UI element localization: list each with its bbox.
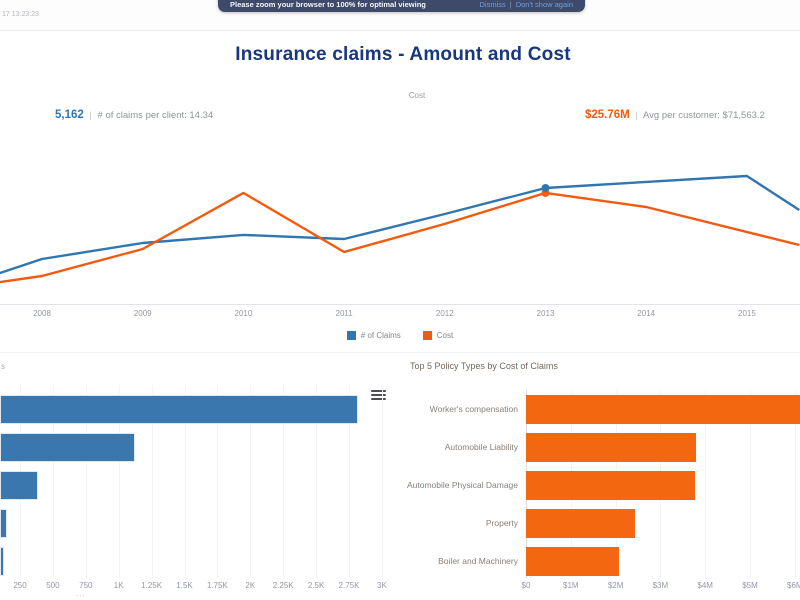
left-chart-title-fragment: s [1, 362, 5, 371]
bar-row-4[interactable] [0, 547, 4, 576]
gridline [184, 385, 186, 578]
gridline [316, 385, 318, 578]
page-title: Insurance claims - Amount and Cost [235, 44, 571, 65]
bar-row-0[interactable] [0, 395, 359, 424]
bar-boiler-and-machinery[interactable] [526, 547, 619, 576]
chart-menu-icon[interactable] [371, 390, 386, 401]
x-axis-line [0, 304, 800, 305]
section-divider [0, 352, 800, 353]
bar-axis-tick-label: 1K [113, 581, 124, 590]
kpi-claims-label: # of claims per client: 14.34 [97, 110, 214, 121]
x-axis-tick-label: 2012 [435, 309, 454, 318]
x-axis-tick-label: 2013 [536, 309, 555, 318]
kpi-separator: | [89, 110, 92, 121]
bar-row-3[interactable] [0, 509, 7, 538]
legend-swatch [422, 331, 432, 340]
bar-property[interactable] [526, 509, 635, 538]
legend-item-cost[interactable]: Cost [422, 331, 454, 340]
bar-row-1[interactable] [0, 433, 136, 462]
top-bar: 17 13:23:23 Please zoom your browser to … [0, 0, 800, 31]
bar-axis-tick-label: 2.75K [338, 581, 360, 590]
legend-swatch [346, 331, 356, 340]
series-line--of-claims [0, 174, 800, 275]
bar-axis-tick-label: $2M [607, 581, 624, 590]
policy-cost-bar-chart: Top 5 Policy Types by Cost of Claims $0 $… [400, 355, 800, 600]
gridline [118, 385, 120, 578]
bar-axis-tick-label: 1.5K [176, 581, 193, 590]
axis-title-ellipsis: ... [76, 589, 86, 598]
dont-show-again-link[interactable]: Don't show again [515, 0, 573, 9]
banner-message: Please zoom your browser to 100% for opt… [230, 0, 426, 9]
bar-automobile-physical-damage[interactable] [526, 471, 695, 500]
x-axis-tick-label: 2008 [33, 309, 51, 318]
bar-axis-tick-label: 500 [46, 581, 60, 590]
category-label: Property [485, 518, 518, 528]
bar-axis-tick-label: 750 [79, 581, 93, 590]
gridline [794, 390, 796, 578]
legend-label: # of Claims [360, 331, 401, 340]
category-label: Boiler and Machinery [438, 556, 518, 566]
bar-axis-tick-label: $4M [697, 581, 713, 590]
kpi-cost-value: $25.76M [585, 109, 630, 121]
category-label: Worker's compensation [429, 404, 518, 414]
bar-axis-tick-label: $1M [563, 581, 579, 590]
bar-axis-tick-label: 2K [245, 581, 256, 590]
gridline [283, 385, 285, 578]
bar-axis-tick-label: 3K [376, 581, 387, 590]
bar-axis-tick-label: $6M [787, 581, 800, 590]
x-axis-tick-label: 2014 [637, 309, 656, 318]
x-axis-tick-label: 2010 [234, 309, 253, 318]
legend-label: Cost [436, 331, 454, 340]
gridline [52, 385, 54, 578]
series-line-cost [0, 191, 800, 284]
bar-worker-s-compensation[interactable] [526, 395, 800, 424]
gridline [750, 390, 751, 578]
right-chart-title: Top 5 Policy Types by Cost of Claims [410, 361, 558, 371]
gridline [217, 385, 219, 578]
bar-automobile-liability[interactable] [526, 433, 697, 462]
bar-axis-tick-label: $5M [742, 581, 758, 590]
gridline [151, 385, 153, 578]
bar-axis-tick-label: 1.75K [206, 581, 228, 590]
claims-bar-chart: s ... 250 500 750 1K 1.25K 1.5K 1.75K 2K 2.25K 2.… [0, 355, 400, 600]
kpi-claims: 5,162 | # of claims per client: 14.34 [55, 109, 213, 121]
banner-links: Dismiss | Don't show again [479, 0, 573, 9]
dismiss-link[interactable]: Dismiss [479, 0, 506, 9]
category-label: Automobile Physical Damage [406, 480, 518, 490]
x-axis-tick-label: 2009 [133, 309, 152, 318]
bar-axis-tick-label: 250 [13, 581, 27, 590]
banner-separator: | [509, 0, 512, 9]
x-axis-tick-label: 2015 [737, 309, 756, 318]
gridline [250, 385, 252, 578]
x-axis-tick-label: 2011 [335, 309, 353, 318]
timestamp-fragment: 17 13:23:23 [2, 11, 39, 18]
kpi-claims-value: 5,162 [55, 109, 84, 121]
bar-axis-tick-label: 1.25K [141, 581, 163, 590]
zoom-notice-banner: Please zoom your browser to 100% for opt… [218, 0, 585, 12]
kpi-separator: | [635, 110, 638, 121]
bar-axis-tick-label: 2.25K [272, 581, 294, 590]
kpi-cost: $25.76M | Avg per customer: $71,563.2 [585, 109, 765, 121]
bar-axis-tick-label: $0 [521, 581, 531, 590]
legend-item--of-claims[interactable]: # of Claims [346, 331, 401, 340]
category-label: Automobile Liability [444, 442, 518, 452]
chart-subtitle: Cost [408, 91, 426, 100]
gridline [85, 385, 87, 578]
gridline [381, 385, 383, 578]
bar-axis-tick-label: 2.5K [307, 581, 325, 590]
data-point-marker[interactable] [541, 183, 550, 192]
bar-axis-tick-label: $3M [652, 581, 669, 590]
kpi-cost-label: Avg per customer: $71,563.2 [643, 110, 765, 121]
line-chart [0, 174, 800, 284]
gridline [349, 385, 350, 578]
gridline [705, 390, 707, 578]
chart-legend: # of Claims Cost [0, 331, 800, 340]
bar-row-2[interactable] [0, 471, 38, 500]
